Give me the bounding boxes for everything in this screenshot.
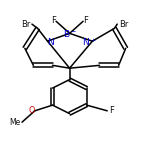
Text: B$^-$: B$^-$	[62, 28, 77, 39]
Text: F: F	[83, 16, 88, 25]
Text: Br: Br	[21, 20, 31, 29]
Text: Br: Br	[119, 20, 128, 29]
Text: F: F	[109, 106, 114, 115]
Text: N$^+$: N$^+$	[82, 37, 97, 48]
Text: Me: Me	[9, 118, 21, 127]
Text: F: F	[51, 16, 56, 25]
Text: N: N	[47, 38, 54, 47]
Text: O: O	[29, 106, 35, 115]
